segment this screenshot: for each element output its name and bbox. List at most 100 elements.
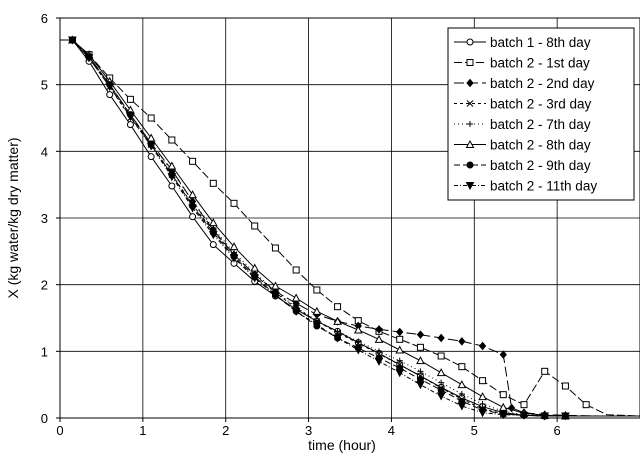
data-point <box>271 244 279 252</box>
data-point <box>457 402 467 411</box>
data-point <box>84 54 94 63</box>
data-point <box>396 327 404 337</box>
y-tick-label: 1 <box>41 344 48 359</box>
x-tick-label: 2 <box>222 423 229 438</box>
legend-item: batch 2 - 2nd day <box>454 76 595 91</box>
data-point <box>292 266 300 274</box>
legend-label: batch 2 - 3rd day <box>490 97 592 112</box>
data-point <box>334 303 342 311</box>
data-point <box>251 222 259 230</box>
data-point <box>395 369 405 378</box>
x-tick-label: 3 <box>305 423 312 438</box>
data-point <box>478 341 487 351</box>
y-axis-ticks: 0 1 2 3 4 5 6 <box>41 11 60 426</box>
data-point <box>436 392 446 401</box>
data-point <box>105 83 115 92</box>
x-tick-label: 6 <box>554 423 561 438</box>
x-axis-label: time (hour) <box>308 437 376 453</box>
x-tick-label: 5 <box>471 423 478 438</box>
data-point <box>466 100 474 107</box>
data-point <box>437 333 445 343</box>
data-point <box>396 335 404 343</box>
data-point <box>416 343 424 351</box>
data-point <box>466 78 474 88</box>
x-tick-label: 4 <box>388 423 395 438</box>
series <box>60 36 640 417</box>
y-tick-label: 4 <box>41 144 48 159</box>
data-point <box>334 328 341 335</box>
data-point <box>68 36 77 45</box>
data-point <box>168 136 176 144</box>
data-point <box>374 357 384 366</box>
data-point <box>437 386 445 394</box>
series-line <box>60 39 640 417</box>
y-tick-label: 0 <box>41 411 48 426</box>
legend-label: batch 1 - 8th day <box>490 35 591 50</box>
data-point <box>465 182 475 191</box>
data-point <box>466 59 474 66</box>
data-point <box>291 307 301 316</box>
data-point <box>208 218 218 227</box>
data-point <box>229 242 239 251</box>
data-point <box>396 357 403 364</box>
y-tick-label: 2 <box>41 278 48 293</box>
series-line <box>60 39 640 417</box>
data-point <box>209 179 217 187</box>
data-point <box>416 330 425 339</box>
data-point <box>436 368 446 377</box>
data-point <box>271 281 280 290</box>
data-point <box>312 321 322 330</box>
data-point <box>271 291 280 300</box>
data-point <box>312 306 322 315</box>
legend-box <box>447 27 635 201</box>
data-point <box>353 346 363 355</box>
data-point <box>147 114 155 122</box>
data-point <box>541 367 549 375</box>
data-point <box>250 263 260 272</box>
data-point <box>417 368 424 375</box>
data-point <box>313 286 321 294</box>
data-point <box>126 113 135 122</box>
data-point <box>467 121 473 127</box>
data-point <box>561 412 570 421</box>
data-point <box>333 316 342 325</box>
data-point <box>458 391 465 397</box>
data-point <box>458 363 466 371</box>
data-point <box>189 157 197 165</box>
legend-label: batch 2 - 7th day <box>490 117 591 132</box>
legend-label: batch 2 - 1st day <box>490 56 590 71</box>
x-tick-label: 0 <box>56 423 63 438</box>
series-line <box>60 39 640 417</box>
legend: batch 1 - 8th day batch 2 - 1st day batch … <box>447 27 635 201</box>
legend-item: batch 2 - 11th day <box>454 179 597 194</box>
data-point <box>498 411 508 420</box>
data-point <box>438 379 445 386</box>
data-point <box>167 161 177 170</box>
data-point <box>353 325 363 334</box>
series-line <box>60 39 640 417</box>
data-point <box>466 161 474 169</box>
data-point <box>437 352 445 360</box>
data-point <box>465 139 475 148</box>
data-point <box>457 380 467 389</box>
legend-label: batch 2 - 11th day <box>490 179 597 194</box>
data-point <box>230 199 238 207</box>
data-point <box>376 348 382 355</box>
data-point <box>540 412 550 421</box>
data-point <box>479 377 487 385</box>
data-point <box>479 401 486 407</box>
legend-label: batch 2 - 2nd day <box>490 76 595 91</box>
data-point <box>395 345 405 354</box>
data-point <box>520 401 528 409</box>
x-tick-label: 1 <box>139 423 146 438</box>
data-point <box>209 241 217 249</box>
data-point <box>188 190 197 199</box>
legend-item: batch 2 - 9th day <box>454 158 591 173</box>
data-point <box>189 213 197 221</box>
data-point <box>126 95 134 103</box>
data-point <box>106 91 114 99</box>
y-tick-label: 5 <box>41 78 48 93</box>
data-point <box>146 142 156 151</box>
data-point <box>250 274 260 283</box>
